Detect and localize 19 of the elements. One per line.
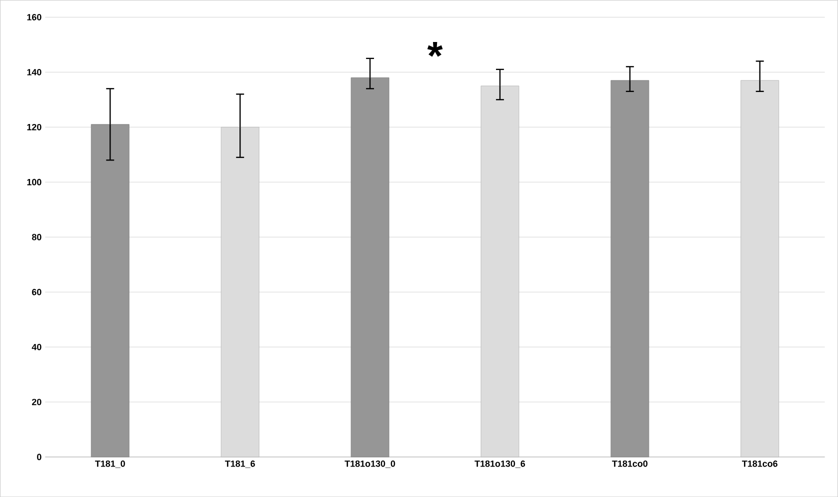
- y-tick-label: 120: [27, 124, 42, 130]
- y-tick-label: 60: [32, 288, 42, 296]
- y-tick-label: 160: [27, 14, 42, 20]
- bar: [610, 80, 650, 458]
- y-tick-label: 20: [32, 398, 42, 406]
- x-tick-label: T181o130_0: [344, 460, 396, 468]
- bar: [350, 77, 390, 458]
- y-tick-label: 40: [32, 344, 42, 350]
- x-tick-label: T181_6: [224, 460, 255, 468]
- x-tick-label: T181co0: [612, 460, 648, 467]
- x-tick-label: T181co6: [742, 460, 778, 467]
- y-tick-label: 80: [32, 234, 42, 240]
- x-tick-label: T181_0: [95, 460, 125, 468]
- x-tick-label: T181o130_6: [474, 460, 526, 468]
- annotation: *: [427, 42, 443, 57]
- y-tick-label: 100: [27, 178, 42, 186]
- y-tick-label: 0: [37, 454, 42, 460]
- bar: [90, 124, 130, 458]
- y-tick-label: 140: [27, 68, 42, 76]
